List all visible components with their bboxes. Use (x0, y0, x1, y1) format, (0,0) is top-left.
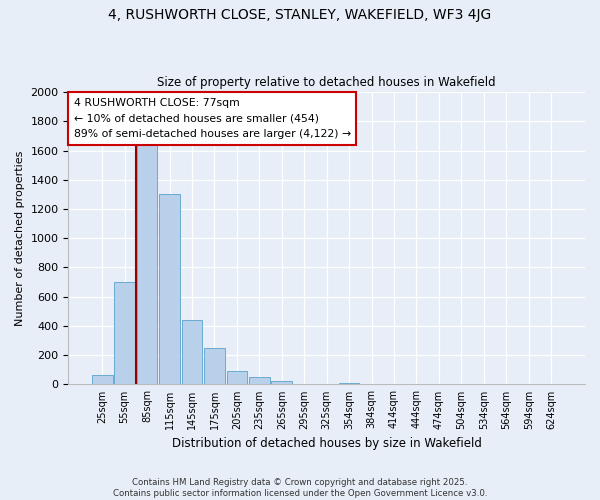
Text: 4 RUSHWORTH CLOSE: 77sqm
← 10% of detached houses are smaller (454)
89% of semi-: 4 RUSHWORTH CLOSE: 77sqm ← 10% of detach… (74, 98, 350, 139)
Y-axis label: Number of detached properties: Number of detached properties (15, 150, 25, 326)
Bar (137, 143, 157, 384)
Bar (271, 381, 292, 384)
Bar (339, 383, 359, 384)
Bar (227, 372, 247, 384)
Title: Size of property relative to detached houses in Wakefield: Size of property relative to detached ho… (157, 76, 496, 90)
Text: 4, RUSHWORTH CLOSE, STANLEY, WAKEFIELD, WF3 4JG: 4, RUSHWORTH CLOSE, STANLEY, WAKEFIELD, … (109, 8, 491, 22)
Bar (159, 194, 180, 384)
Bar (204, 348, 225, 385)
Bar (182, 320, 202, 384)
Text: Contains HM Land Registry data © Crown copyright and database right 2025.
Contai: Contains HM Land Registry data © Crown c… (113, 478, 487, 498)
Bar (92, 375, 113, 384)
Bar (249, 377, 269, 384)
X-axis label: Distribution of detached houses by size in Wakefield: Distribution of detached houses by size … (172, 437, 482, 450)
Bar (115, 282, 135, 384)
